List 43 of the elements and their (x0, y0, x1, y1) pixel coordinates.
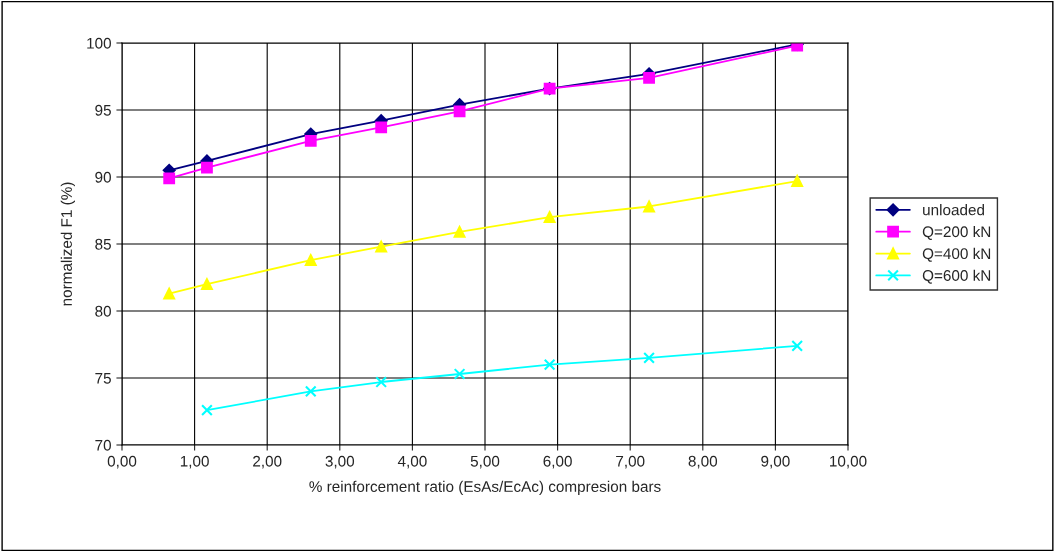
legend-label: Q=200 kN (922, 225, 991, 240)
x-tick-label: 1,00 (180, 455, 209, 469)
point (643, 71, 655, 84)
point (201, 278, 213, 291)
legend-label: Q=400 kN (922, 247, 991, 262)
point (453, 105, 466, 118)
point (643, 352, 655, 364)
y-tick-label: 100 (87, 37, 111, 49)
y-tick-label: 90 (95, 171, 111, 183)
x-tick-label: 9,00 (761, 455, 790, 469)
x-axis-title: % reinforcement ratio (EsAs/EcAc) compresion bars (309, 480, 661, 496)
y-axis-title: normalized F1 (%) (60, 182, 75, 306)
point (543, 211, 556, 224)
x-tick-label: 4,00 (397, 455, 427, 469)
x-tick-label: 2,00 (253, 455, 282, 469)
point (543, 358, 556, 371)
point (375, 240, 388, 253)
x-tick-label: 0,00 (107, 455, 137, 469)
point (791, 339, 804, 352)
point (304, 385, 317, 398)
point (643, 200, 655, 213)
y-tick-label: 85 (95, 238, 111, 250)
legend-label: Q=600 kN (922, 269, 991, 284)
y-tick-label: 95 (95, 104, 111, 116)
y-tick-label: 70 (95, 439, 111, 451)
point (453, 368, 466, 380)
point (163, 287, 176, 300)
point (201, 404, 213, 417)
x-tick-label: 5,00 (470, 455, 500, 469)
point (304, 134, 317, 147)
point (201, 161, 213, 174)
x-tick-label: 8,00 (688, 455, 718, 469)
point (163, 172, 176, 185)
point (304, 254, 317, 266)
x-tick-label: 6,00 (543, 455, 572, 469)
x-tick-label: 3,00 (325, 455, 355, 469)
y-tick-label: 75 (95, 373, 111, 384)
x-tick-label: 10,00 (830, 455, 867, 469)
legend-label: unloaded (923, 204, 984, 216)
point (375, 376, 388, 388)
point (375, 121, 388, 134)
y-tick-label: 80 (95, 305, 111, 317)
x-tick-label: 7,00 (616, 455, 645, 469)
